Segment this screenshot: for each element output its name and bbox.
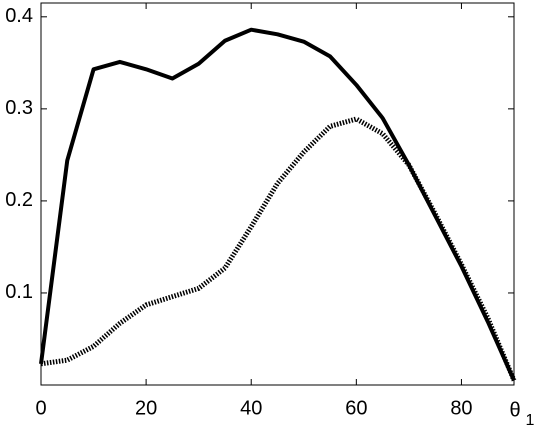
series-line <box>40 116 517 382</box>
x-tick-label: 0 <box>35 397 46 419</box>
y-tick-label: 0.2 <box>5 189 33 211</box>
x-tick-label: 60 <box>345 397 367 419</box>
x-axis-label-subscript: 1 <box>526 412 535 429</box>
x-axis-label: θ <box>509 399 520 421</box>
y-tick-label: 0.3 <box>5 97 33 119</box>
y-tick-label: 0.1 <box>5 281 33 303</box>
x-tick-label: 80 <box>450 397 472 419</box>
y-tick-label: 0.4 <box>5 5 33 27</box>
x-tick-label: 40 <box>240 397 262 419</box>
plot-frame <box>40 2 515 386</box>
x-tick-label: 20 <box>135 397 157 419</box>
